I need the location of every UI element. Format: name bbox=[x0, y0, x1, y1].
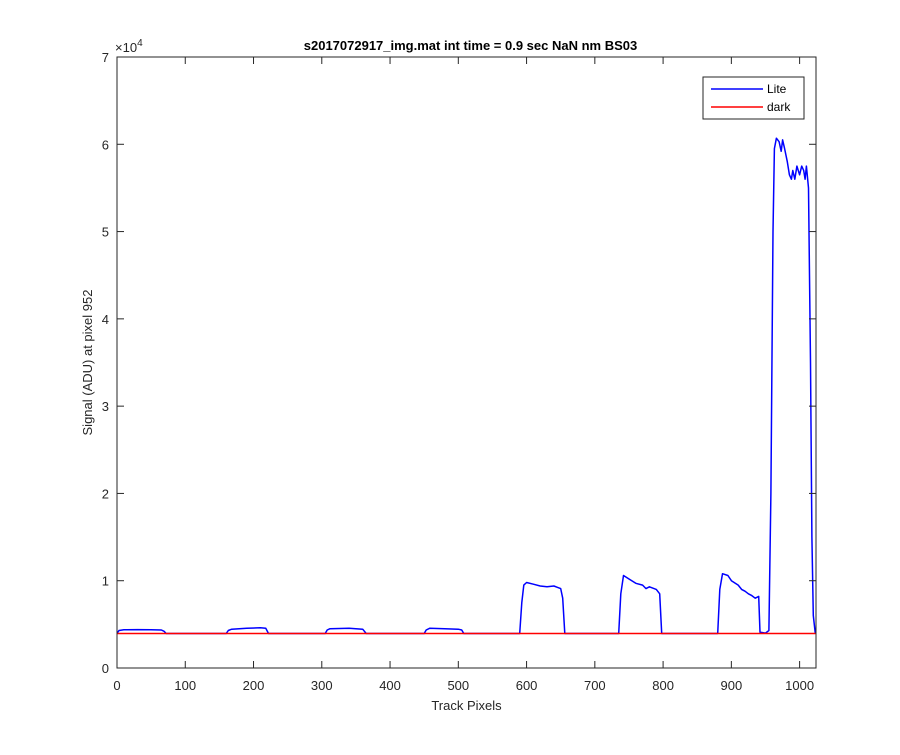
x-axis: 0 100 200 300 400 500 600 700 800 900 1000 bbox=[113, 57, 814, 693]
y-tick-label: 5 bbox=[102, 225, 109, 240]
y-axis: 0 1 2 3 4 5 6 7 bbox=[102, 50, 816, 676]
y-tick-label: 6 bbox=[102, 137, 109, 152]
x-tick-label: 500 bbox=[447, 678, 469, 693]
y-tick-label: 7 bbox=[102, 50, 109, 65]
x-tick-label: 700 bbox=[584, 678, 606, 693]
x-tick-label: 400 bbox=[379, 678, 401, 693]
legend-label-lite: Lite bbox=[767, 82, 787, 96]
y-tick-label: 2 bbox=[102, 486, 109, 501]
y-exponent-power: 4 bbox=[137, 38, 143, 49]
legend-label-dark: dark bbox=[767, 100, 791, 114]
y-exponent-label: ×104 bbox=[115, 38, 143, 55]
x-tick-label: 0 bbox=[113, 678, 120, 693]
y-axis-label: Signal (ADU) at pixel 952 bbox=[80, 290, 95, 436]
x-tick-label: 900 bbox=[721, 678, 743, 693]
x-tick-label: 200 bbox=[243, 678, 265, 693]
legend-box bbox=[702, 76, 805, 120]
x-tick-label: 800 bbox=[652, 678, 674, 693]
series-layer bbox=[116, 137, 817, 635]
legend: Lite dark bbox=[702, 76, 805, 120]
x-tick-label: 300 bbox=[311, 678, 333, 693]
chart-title: s2017072917_img.mat int time = 0.9 sec N… bbox=[304, 38, 638, 53]
y-tick-label: 0 bbox=[102, 661, 109, 676]
y-tick-label: 3 bbox=[102, 399, 109, 414]
y-exponent-base: ×10 bbox=[115, 40, 137, 55]
x-tick-label: 100 bbox=[174, 678, 196, 693]
x-axis-label: Track Pixels bbox=[431, 698, 502, 713]
axes-box bbox=[116, 56, 817, 669]
x-tick-label: 1000 bbox=[785, 678, 814, 693]
y-tick-label: 4 bbox=[102, 312, 109, 327]
x-tick-label: 600 bbox=[516, 678, 538, 693]
plot-area bbox=[117, 57, 816, 668]
y-tick-label: 1 bbox=[102, 574, 109, 589]
